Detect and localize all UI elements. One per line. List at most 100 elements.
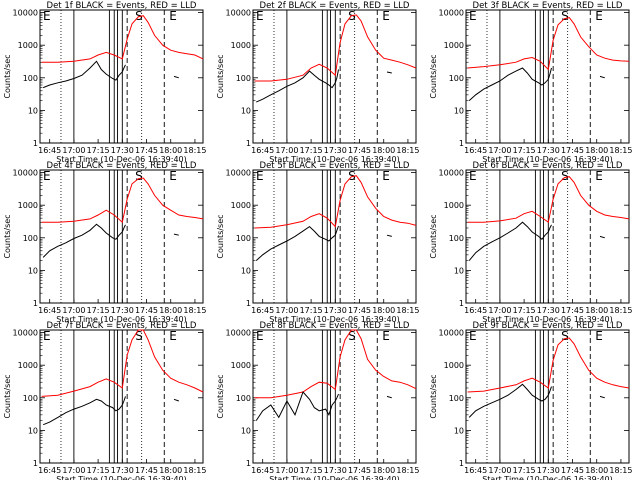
y-tick-label: 1000: [444, 41, 464, 50]
plot-frame: [39, 169, 204, 304]
y-tick-label: 100: [449, 74, 464, 83]
y-tick-label: 100: [449, 234, 464, 243]
x-tick-label: 16:45: [464, 146, 487, 155]
x-tick-label: 17:00: [488, 146, 511, 155]
period-marker-e: E: [43, 169, 51, 183]
lld-series-line: [41, 329, 204, 397]
x-tick-label: 18:00: [585, 306, 608, 315]
events-series-tail: [599, 75, 605, 79]
y-tick-label: 10000: [439, 329, 464, 338]
events-series-tail: [173, 233, 179, 236]
x-tick-label: 17:45: [348, 146, 371, 155]
x-tick-label: 17:30: [537, 146, 560, 155]
events-series-tail: [173, 75, 179, 79]
period-marker-s: S: [561, 9, 569, 23]
y-tick-label: 10000: [13, 329, 38, 338]
x-tick-label: 17:45: [561, 306, 584, 315]
period-marker-e: E: [469, 329, 477, 343]
y-tick-label: 1000: [18, 361, 38, 370]
lld-series-line: [467, 176, 630, 224]
x-tick-label: 17:45: [135, 306, 158, 315]
lld-series-line: [254, 329, 417, 399]
x-tick-label: 17:15: [87, 146, 110, 155]
period-marker-e: E: [595, 9, 603, 23]
panel-title: Det 3f BLACK = Events, RED = LLD: [473, 1, 623, 11]
x-tick-label: 17:45: [135, 466, 158, 475]
y-axis-label: Counts/sec: [216, 374, 225, 418]
events-series-line: [255, 69, 339, 103]
y-tick-label: 10: [454, 266, 464, 275]
x-tick-label: 17:15: [300, 466, 323, 475]
x-axis-label: Start Time (10-Dec-06 16:39:40): [482, 315, 613, 324]
lld-series-line: [41, 177, 204, 224]
x-tick-label: 18:00: [159, 306, 182, 315]
x-axis-label: Start Time (10-Dec-06 16:39:40): [482, 475, 613, 480]
x-tick-label: 17:30: [111, 306, 134, 315]
panel-title: Det 1f BLACK = Events, RED = LLD: [47, 1, 197, 11]
period-marker-s: S: [135, 329, 143, 343]
y-tick-label: 10: [454, 106, 464, 115]
plot-frame: [39, 329, 204, 464]
y-tick-label: 1000: [444, 201, 464, 210]
y-tick-label: 10: [28, 426, 38, 435]
plot-frame: [465, 9, 630, 144]
period-marker-e: E: [469, 169, 477, 183]
plot-frame: [465, 169, 630, 304]
plot-frame: [252, 169, 417, 304]
period-marker-s: S: [135, 9, 143, 23]
y-tick-label: 1000: [18, 41, 38, 50]
panel-title: Det 5f BLACK = Events, RED = LLD: [260, 161, 410, 171]
events-series-line: [255, 391, 339, 421]
y-axis-label: Counts/sec: [3, 54, 12, 98]
y-axis-label: Counts/sec: [429, 54, 438, 98]
x-tick-label: 17:15: [513, 306, 536, 315]
y-tick-label: 10000: [439, 9, 464, 18]
y-tick-label: 10: [241, 426, 251, 435]
x-tick-label: 16:45: [38, 306, 61, 315]
x-tick-label: 18:00: [585, 146, 608, 155]
y-tick-label: 1: [246, 459, 251, 468]
y-tick-label: 10000: [226, 9, 251, 18]
x-tick-label: 16:45: [38, 146, 61, 155]
x-tick-label: 16:45: [251, 466, 274, 475]
x-axis-label: Start Time (10-Dec-06 16:39:40): [56, 475, 187, 480]
x-tick-label: 17:30: [324, 466, 347, 475]
period-marker-e: E: [256, 329, 264, 343]
x-tick-label: 17:15: [513, 146, 536, 155]
y-tick-label: 1: [459, 139, 464, 148]
x-tick-label: 17:00: [275, 306, 298, 315]
y-tick-label: 1: [246, 139, 251, 148]
plot-frame: [39, 9, 204, 144]
y-tick-label: 10000: [439, 169, 464, 178]
x-tick-label: 17:45: [561, 466, 584, 475]
y-tick-label: 1: [33, 459, 38, 468]
y-tick-label: 10: [28, 106, 38, 115]
y-axis-label: Counts/sec: [3, 214, 12, 258]
period-marker-s: S: [561, 169, 569, 183]
x-tick-label: 18:15: [183, 146, 206, 155]
y-tick-label: 10000: [226, 329, 251, 338]
x-tick-label: 17:00: [275, 146, 298, 155]
y-tick-label: 10000: [226, 169, 251, 178]
x-tick-label: 17:30: [537, 306, 560, 315]
panel-title: Det 7f BLACK = Events, RED = LLD: [47, 321, 197, 331]
x-axis-label: Start Time (10-Dec-06 16:39:40): [56, 155, 187, 164]
y-tick-label: 100: [23, 74, 38, 83]
y-tick-label: 100: [449, 394, 464, 403]
panel-title: Det 6f BLACK = Events, RED = LLD: [473, 161, 623, 171]
x-tick-label: 16:45: [38, 466, 61, 475]
x-tick-label: 18:15: [183, 466, 206, 475]
x-tick-label: 17:45: [561, 146, 584, 155]
x-tick-label: 18:15: [396, 146, 419, 155]
x-tick-label: 17:30: [111, 146, 134, 155]
x-tick-label: 17:30: [324, 146, 347, 155]
period-marker-e: E: [256, 169, 264, 183]
x-tick-label: 17:15: [513, 466, 536, 475]
x-axis-label: Start Time (10-Dec-06 16:39:40): [269, 475, 400, 480]
panel-title: Det 2f BLACK = Events, RED = LLD: [260, 1, 410, 11]
